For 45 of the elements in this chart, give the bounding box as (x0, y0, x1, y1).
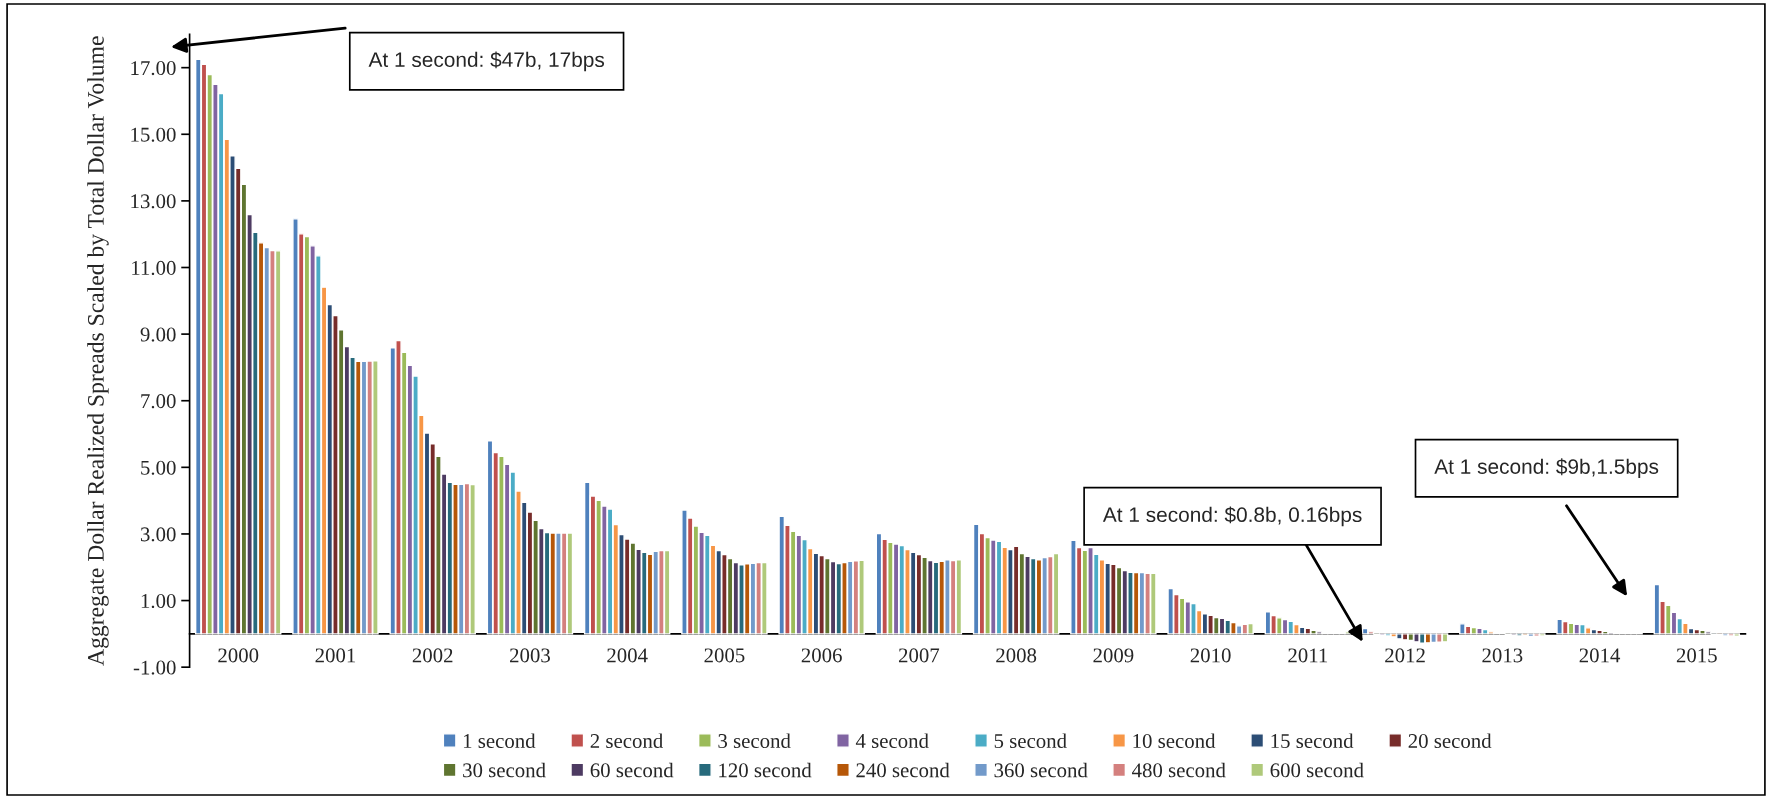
legend-label: 360 second (994, 762, 1088, 778)
legend-label: 20 second (1408, 733, 1492, 749)
x-tick-label: 2003 (510, 648, 550, 663)
y-tick-label: 7.00 (141, 394, 176, 409)
annotation: At 1 second: $47b, 17bps (368, 51, 605, 72)
x-tick-label: 2009 (1093, 648, 1134, 663)
legend-label: 480 second (1132, 762, 1226, 778)
legend-label: 1 second (463, 733, 536, 749)
y-tick-label: 5.00 (141, 460, 176, 475)
x-tick-label: 2007 (898, 648, 940, 663)
x-tick-label: 2002 (412, 648, 453, 663)
y-tick-label: 15.00 (131, 127, 176, 142)
legend-label: 2 second (590, 733, 663, 749)
legend-label: 15 second (1271, 733, 1354, 749)
x-tick-label: 2013 (1482, 648, 1523, 663)
legend-label: 30 second (463, 762, 546, 778)
legend-label: 3 second (718, 733, 791, 749)
legend-label: 5 second (994, 733, 1067, 749)
legend-label: 60 second (590, 762, 674, 778)
y-tick-label: 3.00 (140, 527, 176, 542)
x-tick-label: 2012 (1385, 648, 1425, 663)
y-tick-label: 9.00 (140, 327, 176, 342)
x-tick-label: 2006 (801, 648, 842, 663)
y-tick-label: 11.00 (132, 260, 176, 276)
legend-label: 10 second (1133, 733, 1216, 749)
x-tick-label: 2004 (607, 648, 648, 663)
y-tick-label: 17.00 (131, 61, 176, 76)
legend-label: 600 second (1270, 762, 1364, 778)
legend-label: 120 second (719, 762, 812, 778)
x-tick-label: 2005 (704, 648, 745, 663)
y-tick-label: -1.00 (133, 660, 176, 675)
legend-label: 240 second (856, 762, 950, 778)
x-tick-label: 2010 (1190, 648, 1231, 663)
annotation: At 1 second: $9b,1.5bps (1434, 458, 1659, 479)
y-axis-title: Aggregate Dollar Realized Spreads Scaled by Total Dollar Volume (87, 36, 109, 666)
annotation: At 1 second: $0.8b, 0.16bps (1102, 506, 1362, 527)
x-tick-label: 2001 (315, 648, 356, 663)
x-tick-label: 2015 (1676, 648, 1717, 663)
y-tick-label: 13.00 (131, 194, 176, 209)
x-tick-label: 2008 (996, 648, 1037, 663)
x-tick-label: 2011 (1288, 648, 1328, 663)
y-tick-label: 1.00 (141, 593, 176, 609)
x-tick-label: 2014 (1579, 648, 1621, 663)
legend-label: 4 second (855, 733, 929, 749)
x-tick-label: 2000 (218, 648, 259, 663)
